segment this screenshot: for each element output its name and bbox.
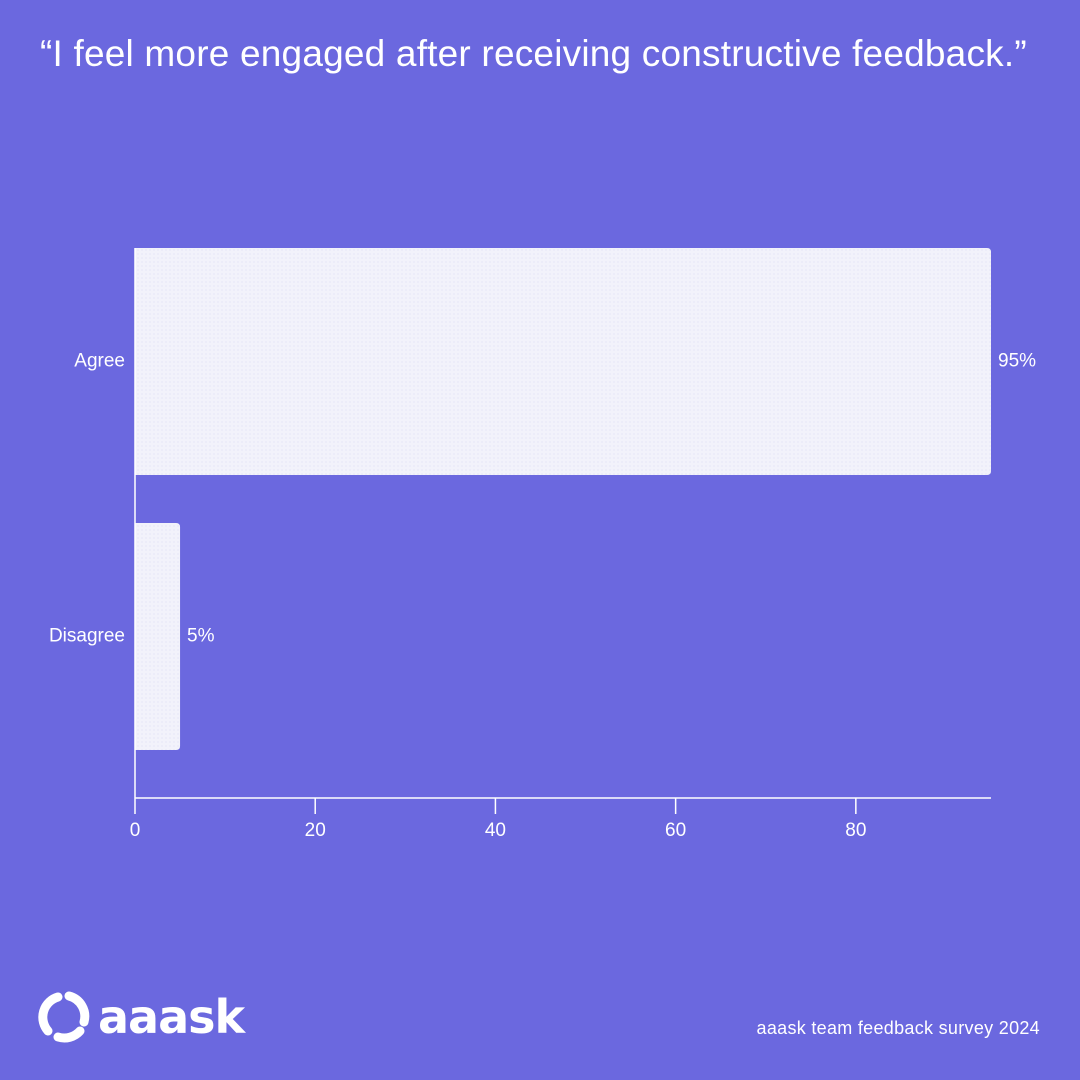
category-label-disagree: Disagree	[49, 626, 125, 647]
bars-layer	[135, 248, 991, 750]
brand-logo-group: aaask	[38, 988, 245, 1046]
category-label-agree: Agree	[74, 351, 125, 372]
x-tick-label-80: 80	[845, 820, 866, 841]
x-tick-label-20: 20	[305, 820, 326, 841]
aaask-logo-icon	[38, 991, 90, 1043]
axis-layer: 0 20 40 60 80	[130, 248, 991, 841]
bar-disagree	[135, 523, 181, 750]
data-label-agree: 95%	[998, 351, 1036, 372]
labels-layer: Agree 95% Disagree 5%	[49, 351, 1036, 647]
x-tick-label-60: 60	[665, 820, 686, 841]
survey-caption: aaask team feedback survey 2024	[756, 1018, 1040, 1038]
x-tick-label-0: 0	[130, 820, 141, 841]
brand-name: aaask	[98, 990, 245, 1044]
chart-title: “I feel more engaged after receiving con…	[40, 33, 1027, 74]
data-label-disagree: 5%	[187, 626, 215, 647]
x-tick-label-40: 40	[485, 820, 506, 841]
bar-agree	[135, 248, 991, 475]
